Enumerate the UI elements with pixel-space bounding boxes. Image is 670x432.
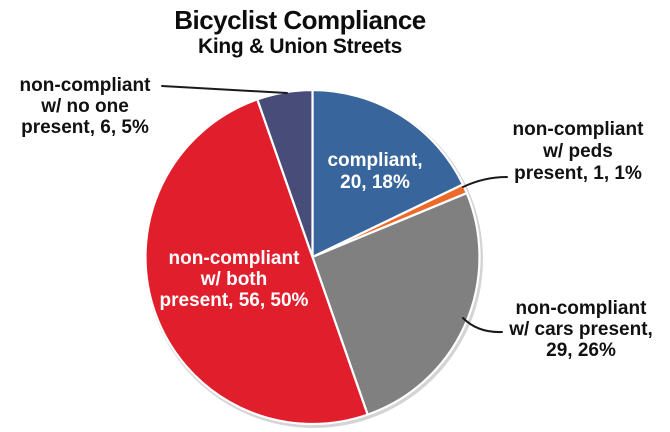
slice-label-no-one-present: non-compliant w/ no one present, 6, 5%: [20, 75, 151, 138]
slice-label-line: non-compliant: [515, 298, 647, 319]
pie-slices: [144, 88, 481, 426]
slice-label-line: non-compliant: [19, 75, 151, 96]
slice-label-line: w/ cars present,: [509, 319, 653, 340]
slice-label-peds-present: non-compliant w/ peds present, 1, 1%: [513, 119, 644, 185]
slice-label-line: w/ both: [200, 269, 268, 290]
slice-label-compliant: compliant, 20, 18%: [327, 150, 422, 194]
chart-subtitle: King & Union Streets: [197, 35, 403, 58]
slice-label-line: present, 6, 5%: [21, 117, 149, 138]
leader-line-peds-present: [462, 176, 508, 188]
slice-label-both-present: non-compliant w/ both present, 56, 50%: [160, 248, 309, 311]
pie-slice-non-compliant-w-both-present: [144, 98, 369, 426]
slice-label-line: w/ peds: [543, 141, 613, 162]
slice-label-line: w/ no one: [41, 96, 129, 117]
chart-title: Bicyclist Compliance: [174, 5, 426, 35]
title-block: Bicyclist Compliance King & Union Street…: [174, 5, 426, 59]
pie-slice-compliant: [311, 88, 465, 259]
slice-label-line: non-compliant: [512, 119, 644, 140]
leader-line-no-one-present: [161, 85, 288, 94]
slice-label-line: non-compliant: [168, 248, 300, 269]
slice-label-cars-present: non-compliant w/ cars present, 29, 26%: [509, 298, 653, 361]
slice-label-line: present, 56, 50%: [159, 290, 309, 311]
leader-line-cars-present: [462, 317, 503, 334]
slice-label-line: present, 1, 1%: [514, 163, 642, 184]
slice-label-line: 20, 18%: [340, 172, 410, 193]
pie-slice-non-compliant-w-cars-present: [311, 191, 481, 416]
slice-label-line: compliant,: [327, 150, 423, 171]
slice-label-line: 29, 26%: [546, 340, 616, 361]
